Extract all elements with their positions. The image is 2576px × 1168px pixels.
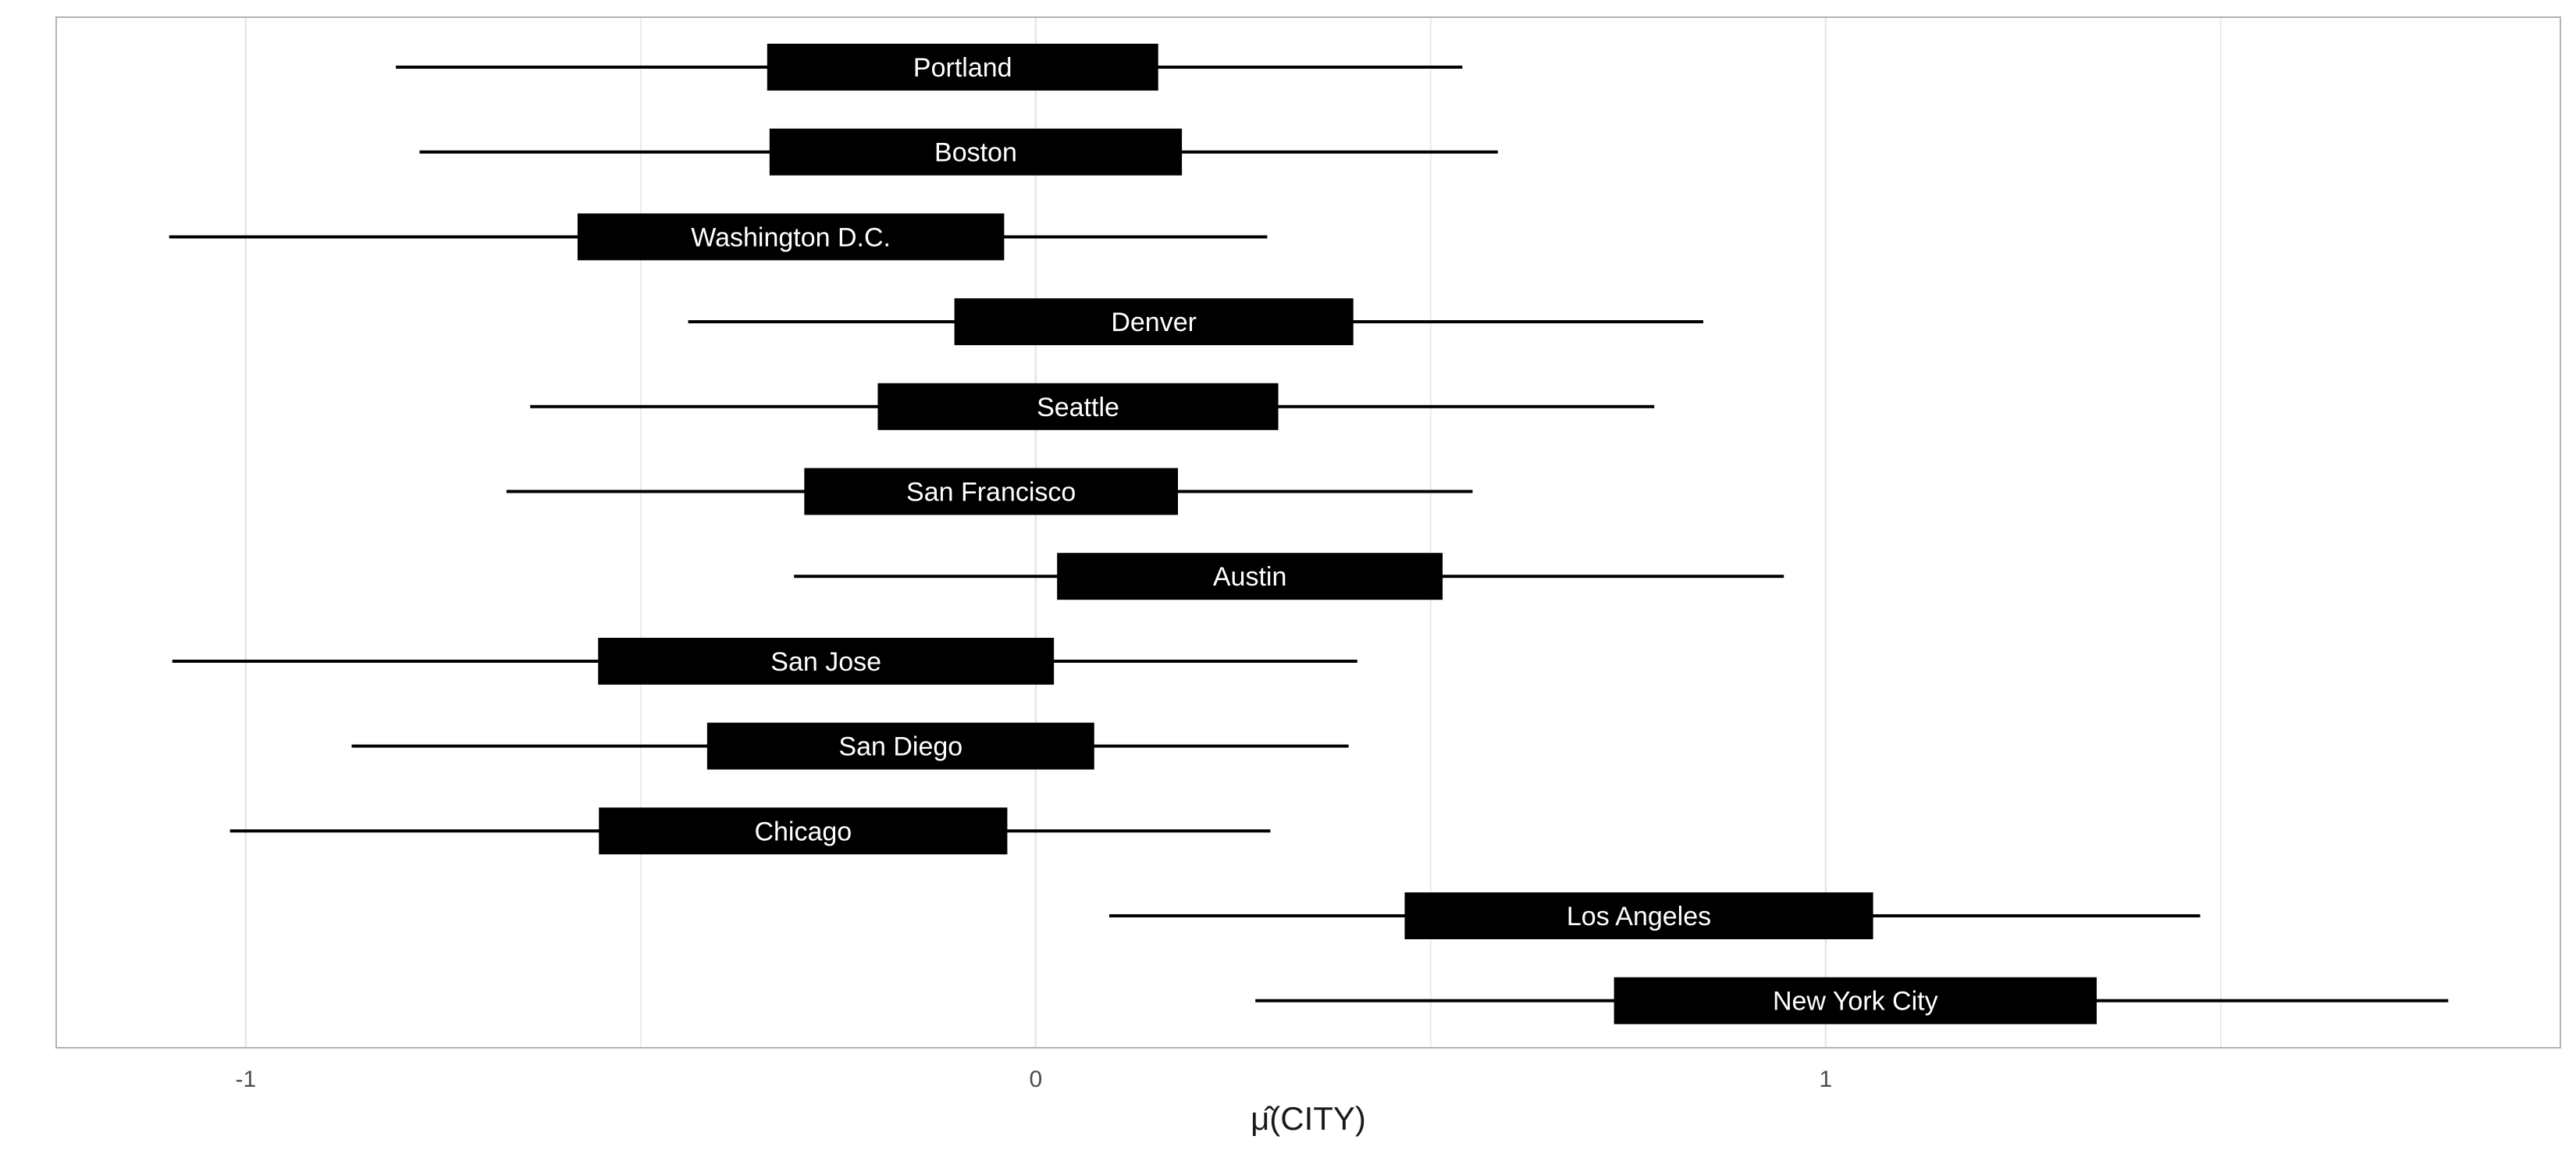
x-axis-ticks: -1 0 1 xyxy=(236,1067,1833,1092)
interval-label: Seattle xyxy=(1037,393,1119,422)
interval-box xyxy=(804,468,1179,515)
interval-label: Los Angeles xyxy=(1567,902,1711,931)
grid-lines xyxy=(244,17,2222,1048)
interval-box xyxy=(769,128,1183,176)
interval-row: New York City xyxy=(1255,977,2449,1024)
interval-box xyxy=(1614,977,2097,1024)
interval-row: San Francisco xyxy=(506,468,1473,515)
interval-box xyxy=(1404,892,1873,939)
interval-box xyxy=(599,807,1008,855)
interval-row: Denver xyxy=(688,298,1703,346)
interval-box xyxy=(1057,553,1443,600)
x-axis-title: μ̂(CITY) xyxy=(1251,1100,1366,1137)
interval-row: Portland xyxy=(396,44,1463,91)
interval-row: Washington D.C. xyxy=(169,213,1268,261)
x-tick-label: 0 xyxy=(1030,1067,1043,1092)
interval-label: New York City xyxy=(1773,987,1938,1017)
interval-label: Austin xyxy=(1213,562,1287,592)
x-tick-label: 1 xyxy=(1820,1067,1833,1092)
interval-label: Washington D.C. xyxy=(691,223,891,252)
interval-marks: Portland Boston Washington D.C. Denver Seatt… xyxy=(169,44,2449,1024)
interval-label: Portland xyxy=(913,53,1012,83)
interval-box xyxy=(877,383,1279,430)
interval-row: San Jose xyxy=(172,637,1357,685)
interval-box xyxy=(706,722,1094,770)
interval-row: Seattle xyxy=(530,383,1655,430)
interval-box xyxy=(954,298,1354,346)
interval-label: Chicago xyxy=(754,817,852,846)
interval-row: Austin xyxy=(794,553,1784,600)
interval-box xyxy=(598,637,1055,685)
interval-box xyxy=(767,44,1158,91)
interval-row: Los Angeles xyxy=(1108,892,2201,939)
interval-label: San Francisco xyxy=(906,478,1076,507)
interval-box xyxy=(577,213,1005,261)
interval-label: San Jose xyxy=(770,647,881,677)
interval-row: Chicago xyxy=(229,807,1271,855)
interval-row: Boston xyxy=(419,128,1498,176)
interval-label: San Diego xyxy=(838,732,962,762)
x-tick-label: -1 xyxy=(236,1067,257,1092)
interval-label: Boston xyxy=(934,138,1017,168)
panel-border xyxy=(55,16,2561,1049)
interval-row: San Diego xyxy=(351,722,1349,770)
interval-label: Denver xyxy=(1111,308,1197,337)
